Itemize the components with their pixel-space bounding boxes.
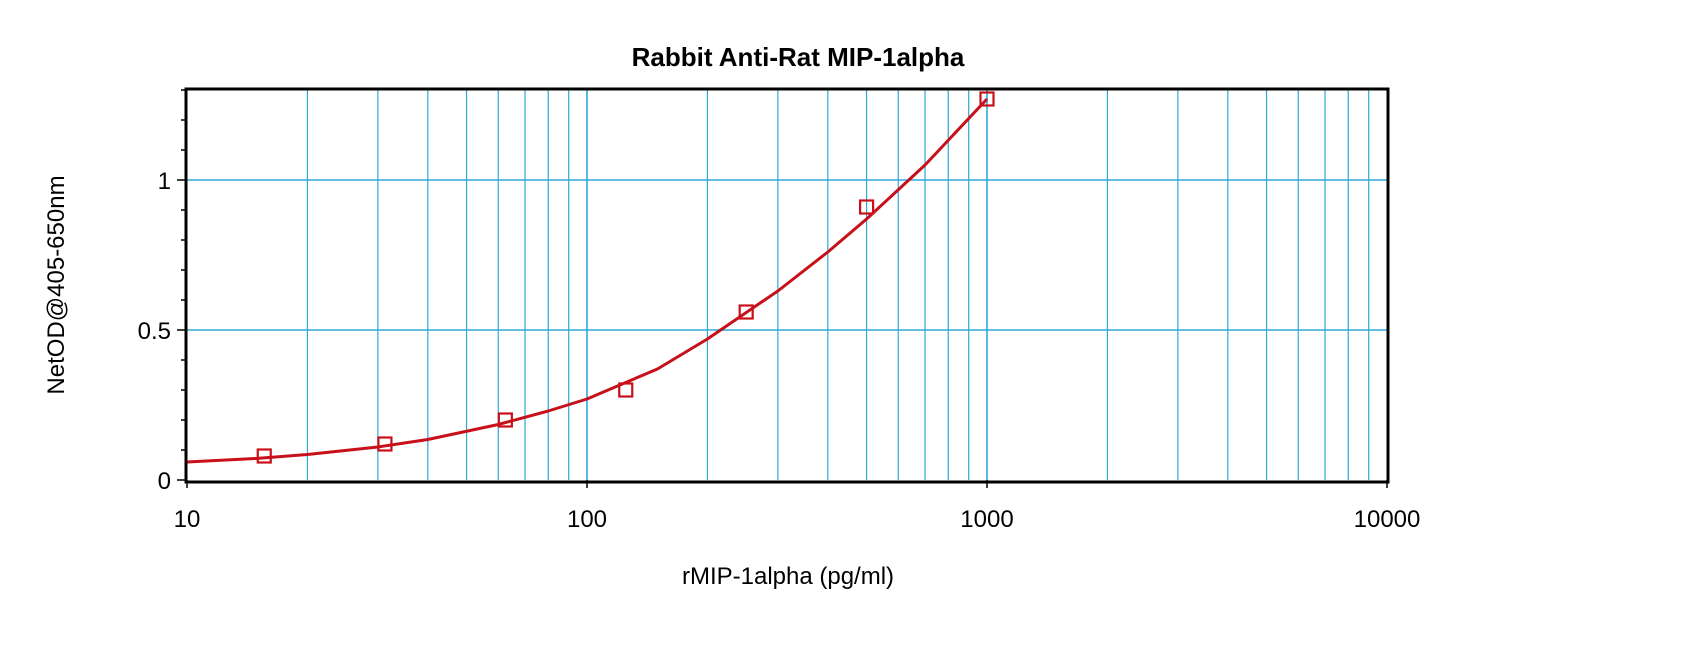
data-point [256, 448, 272, 464]
data-point [497, 412, 513, 428]
x-tick-label: 100 [567, 506, 607, 533]
data-points [256, 91, 995, 464]
y-tick-label: 0 [158, 468, 171, 495]
y-tick-label: 1 [158, 168, 171, 195]
x-tick-labels: 10 100 1000 10000 [174, 506, 1421, 533]
y-tick-label: 0.5 [138, 318, 171, 345]
data-point [738, 304, 754, 320]
y-axis-label: NetOD@405-650nm [43, 175, 70, 394]
data-point [979, 91, 995, 107]
y-tick-labels: 00.51 [138, 168, 171, 495]
x-tick-label: 10 [174, 506, 201, 533]
chart-title: Rabbit Anti-Rat MIP-1alpha [632, 42, 965, 72]
fit-curve [186, 97, 989, 464]
x-tick-label: 1000 [960, 506, 1013, 533]
data-point [858, 199, 875, 215]
data-point [377, 436, 393, 452]
fit-curve-layer [186, 97, 989, 464]
data-point [618, 382, 634, 398]
x-tick-label: 10000 [1354, 506, 1421, 533]
x-axis-label: rMIP-1alpha (pg/ml) [682, 563, 894, 590]
grid [187, 90, 1387, 480]
plot-frame [184, 87, 1390, 484]
